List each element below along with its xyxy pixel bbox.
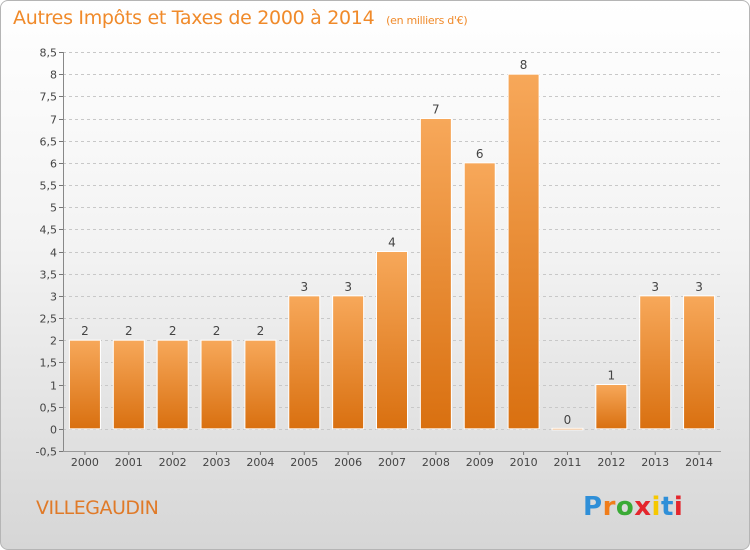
y-tick-label: 8 [50,69,57,82]
bar-2004[interactable] [244,339,277,430]
x-tick-label: 2011 [553,456,581,469]
logo-letters: Proxiti [583,492,683,522]
y-tick-label: 2 [50,335,57,348]
data-label: 3 [300,280,308,294]
x-tick-label: 2008 [422,456,450,469]
data-label: 8 [520,58,528,72]
logo-letter: t [660,492,674,522]
bar-layer [68,73,716,431]
label-layer: 2 2 2 2 2 3 3 4 7 6 8 0 1 3 3 [81,58,703,427]
y-tick-label: 0 [50,424,57,437]
bar-2014[interactable] [683,295,716,430]
y-tick-label: 4 [50,247,57,260]
bar-2002[interactable] [156,339,189,430]
x-tick-label: 2012 [597,456,625,469]
bar-2005[interactable] [288,295,321,430]
x-tick-label: 2003 [203,456,231,469]
data-label: 2 [125,324,133,338]
bar-2006[interactable] [332,295,365,430]
bar-2009[interactable] [463,162,496,430]
y-tick-label: 3 [50,291,57,304]
axis-layer: -0,5 0 0,5 1 1,5 2 2,5 3 3,5 4 4,5 5 5,5 6 6,5 7 7,5 8 8,5… [36,47,721,469]
bar-2008[interactable] [419,118,452,430]
y-tick-label: 6 [50,158,57,171]
y-tick-label: -0,5 [36,446,57,459]
data-label: 2 [213,324,221,338]
bar-2001[interactable] [112,339,145,430]
data-label: 3 [651,280,659,294]
data-label: 7 [432,103,440,117]
bar-2003[interactable] [200,339,233,430]
bar-2007[interactable] [376,251,408,430]
x-tick-label: 2005 [290,456,318,469]
y-tick-label: 5 [50,202,57,215]
data-label: 2 [169,324,177,338]
y-tick-label: 8,5 [40,47,58,60]
y-tick-label: 7 [50,114,57,127]
commune-name: VILLEGAUDIN [36,497,159,519]
x-tick-label: 2006 [334,456,362,469]
bar-2011[interactable] [551,427,584,431]
x-tick-label: 2010 [510,456,538,469]
chart-unit: (en milliers d'€) [386,14,468,27]
x-tick-label: 2009 [466,456,494,469]
proxiti-logo[interactable]: Proxiti [583,492,683,522]
data-label: 4 [388,236,396,250]
x-tick-label: 2002 [159,456,187,469]
x-tick-label: 2013 [641,456,669,469]
bar-2000[interactable] [68,339,101,430]
logo-letter: x [634,492,652,522]
y-tick-label: 0,5 [40,402,58,415]
data-label: 0 [564,413,572,427]
data-label: 2 [257,324,265,338]
y-tick-label: 4,5 [40,224,58,237]
x-tick-label: 2014 [685,456,713,469]
data-label: 2 [81,324,89,338]
y-tick-label: 1 [50,380,57,393]
logo-letter: o [615,492,635,522]
data-label: 1 [608,369,616,383]
x-tick-label: 2007 [378,456,406,469]
logo-letter: i [651,492,661,522]
bar-2012[interactable] [595,384,628,430]
bar-2010[interactable] [507,73,540,430]
y-tick-label: 6,5 [40,136,58,149]
y-tick-label: 3,5 [40,269,58,282]
y-tick-label: 2,5 [40,313,58,326]
x-tick-label: 2000 [71,456,99,469]
data-label: 6 [476,147,484,161]
y-tick-label: 1,5 [40,357,58,370]
logo-letter: r [602,492,616,522]
chart-title-text: Autres Impôts et Taxes de 2000 à 2014 [13,7,375,29]
data-label: 3 [344,280,352,294]
x-tick-label: 2001 [115,456,143,469]
data-label: 3 [695,280,703,294]
logo-letter: i [673,492,684,522]
bar-2013[interactable] [639,295,672,430]
logo-letter: P [583,492,603,522]
y-tick-label: 5,5 [40,180,58,193]
y-tick-label: 7,5 [40,91,58,104]
x-tick-label: 2004 [246,456,274,469]
chart-title: Autres Impôts et Taxes de 2000 à 2014 (e… [13,7,468,29]
